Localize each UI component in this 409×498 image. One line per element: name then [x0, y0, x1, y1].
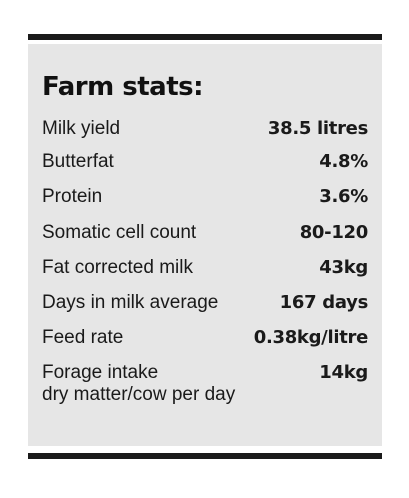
- stat-label-line1: Forage intake: [42, 362, 159, 383]
- stat-label-line2: dry matter/cow per day: [42, 384, 236, 405]
- top-rule: [28, 34, 382, 40]
- stat-value: 167 days: [279, 292, 369, 313]
- stat-value: 4.8%: [319, 151, 368, 172]
- stat-label: Protein: [42, 186, 103, 207]
- bottom-rule: [28, 453, 382, 459]
- panel-title: Farm stats:: [42, 72, 204, 102]
- stat-value: 3.6%: [319, 186, 368, 207]
- stat-value: 38.5 litres: [267, 118, 368, 139]
- stat-value: 43kg: [319, 257, 368, 278]
- stat-label: Somatic cell count: [42, 222, 197, 243]
- stat-label: Forage intake dry matter/cow per day: [42, 362, 235, 406]
- stats-panel: Farm stats: Milk yield 38.5 litres Butte…: [28, 44, 382, 446]
- stat-label: Butterfat: [42, 151, 114, 172]
- stat-value: 80-120: [299, 222, 369, 243]
- stat-label: Days in milk average: [42, 292, 219, 313]
- stat-label: Milk yield: [42, 118, 121, 139]
- stat-label: Feed rate: [42, 327, 124, 348]
- stat-value: 0.38kg/litre: [253, 327, 369, 348]
- stat-label: Fat corrected milk: [42, 257, 193, 278]
- stat-row-forage-intake: Forage intake dry matter/cow per day 14k…: [42, 362, 368, 410]
- stat-value: 14kg: [319, 362, 368, 383]
